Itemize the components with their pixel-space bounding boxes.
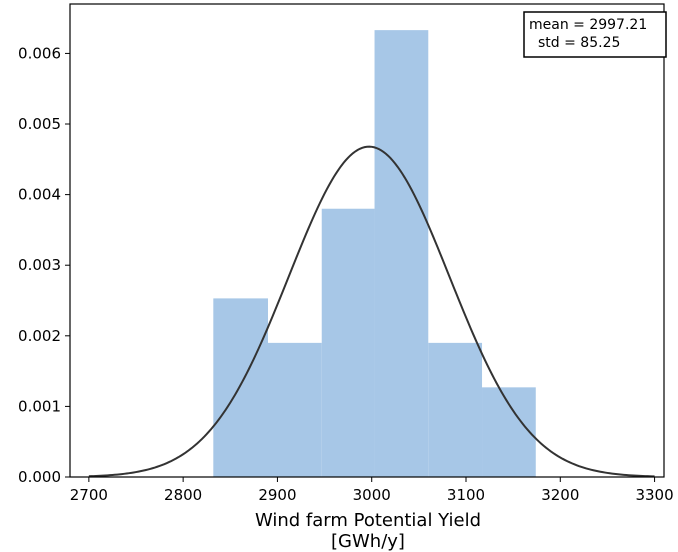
stats-box: mean = 2997.21 std = 85.25: [523, 11, 667, 58]
stats-mean: mean = 2997.21: [529, 17, 647, 33]
histogram-bars: [213, 30, 536, 478]
y-tick-label: 0.005: [18, 115, 61, 133]
y-tick-label: 0.002: [18, 327, 61, 345]
histogram-bar: [268, 342, 322, 477]
y-tick-label: 0.006: [18, 44, 61, 62]
normal-fit-curve: [88, 145, 655, 478]
x-tick-label: 2700: [70, 486, 108, 504]
x-axis-title-line2: [GWh/y]: [331, 531, 405, 552]
plot-frame: [69, 3, 665, 478]
x-axis-ticks: 2700 2800 2900 3000 3100 3200 3300: [70, 477, 674, 504]
y-tick-label: 0.003: [18, 256, 61, 274]
x-tick-label: 2900: [258, 486, 296, 504]
x-tick-label: 3300: [635, 486, 673, 504]
x-tick-label: 3000: [353, 486, 391, 504]
histogram-bar: [374, 30, 429, 477]
y-tick-label: 0.001: [18, 397, 61, 415]
x-tick-label: 2800: [164, 486, 202, 504]
stats-box-frame: [523, 11, 667, 58]
x-tick-label: 3100: [447, 486, 485, 504]
stats-std: std = 85.25: [538, 35, 620, 51]
histogram-bar: [482, 387, 536, 477]
y-tick-label: 0.000: [18, 468, 61, 486]
histogram-bar: [428, 342, 483, 477]
x-axis-title-line1: Wind farm Potential Yield: [255, 510, 481, 531]
y-axis-ticks: 0.000 0.001 0.002 0.003 0.004 0.005 0.006: [18, 44, 70, 486]
y-tick-label: 0.004: [18, 186, 61, 204]
histogram-bar: [321, 208, 375, 478]
histogram-bar: [213, 298, 268, 477]
x-tick-label: 3200: [541, 486, 579, 504]
